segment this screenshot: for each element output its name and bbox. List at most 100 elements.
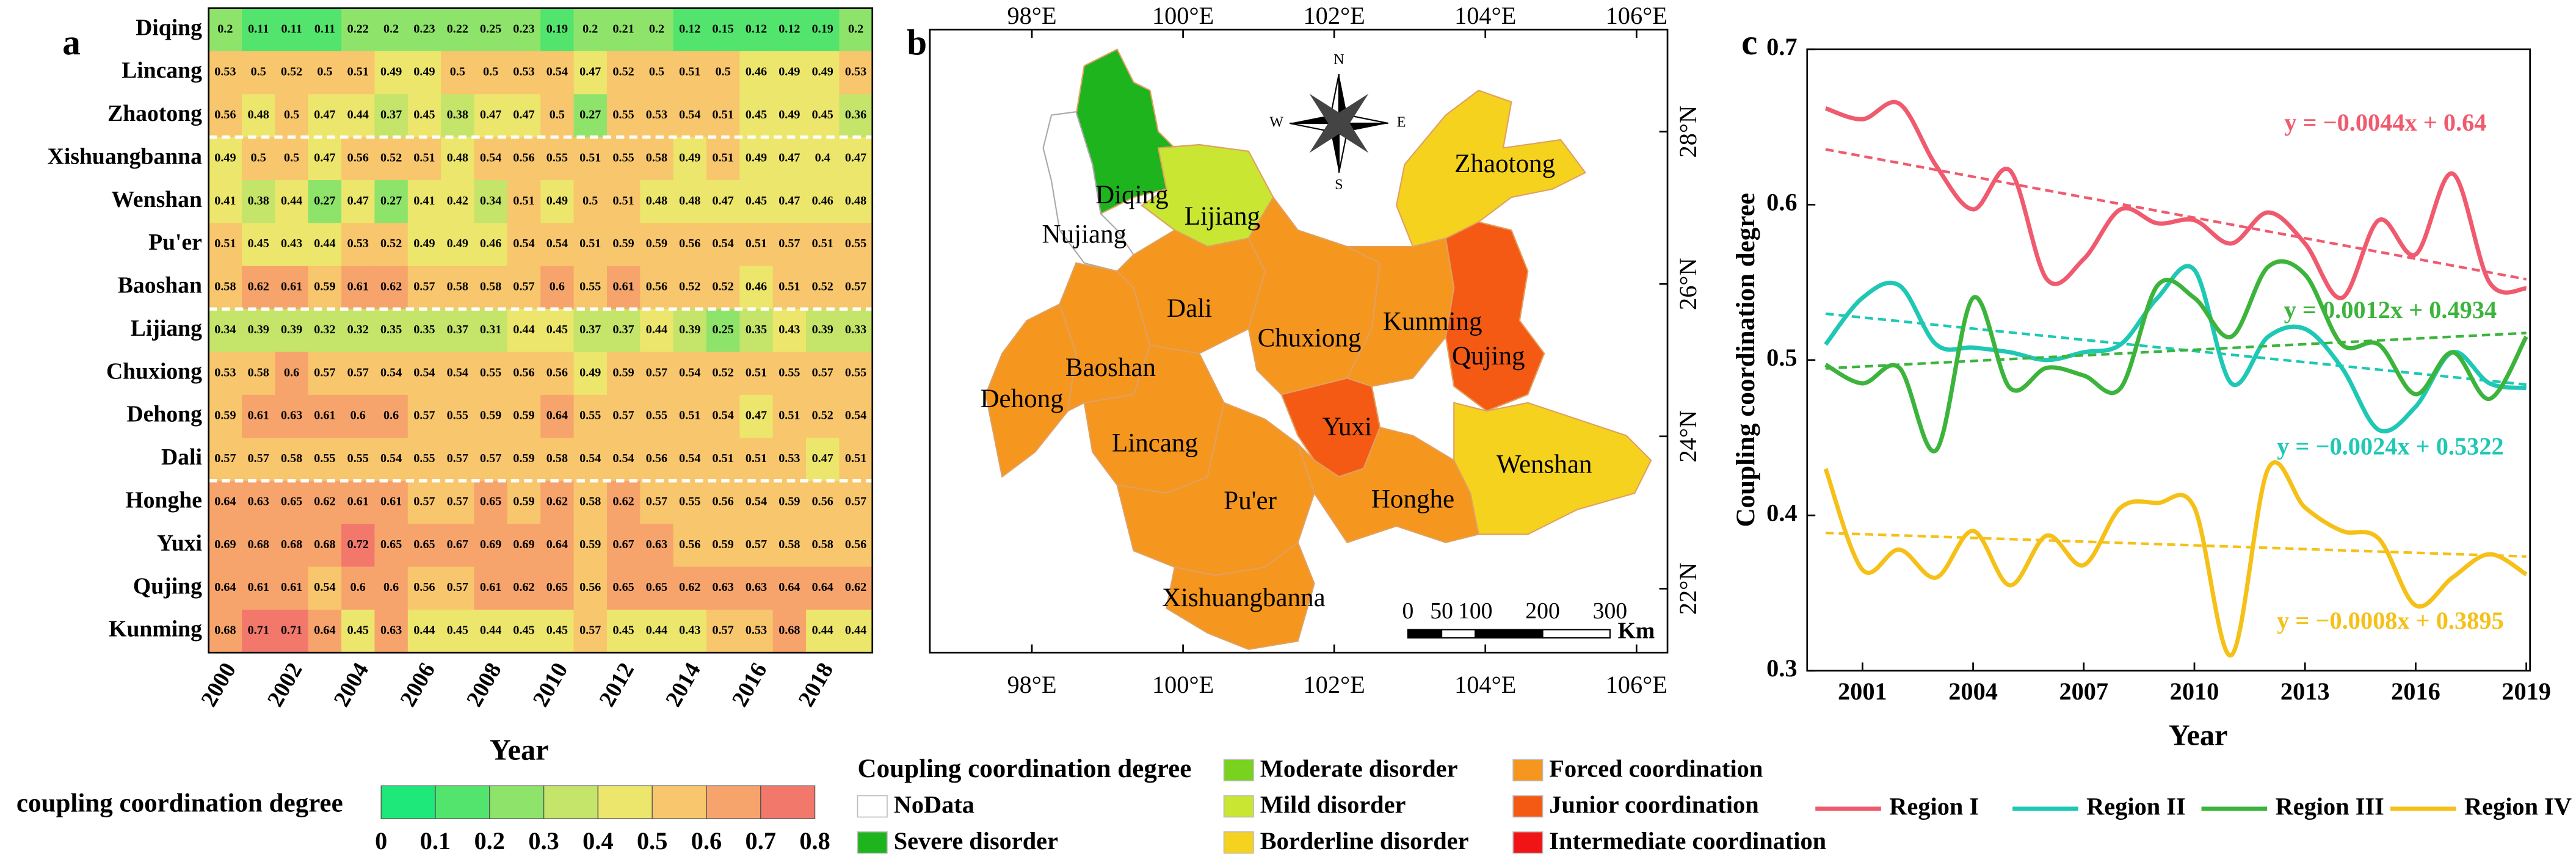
- heatmap-cell: [706, 179, 741, 224]
- cell-label: 0.2: [217, 22, 233, 35]
- cell-label: 0.6: [383, 580, 399, 594]
- cell-label: 0.58: [447, 280, 468, 294]
- cell-label: 0.63: [380, 624, 402, 637]
- heatmap-cell: [640, 309, 674, 353]
- cell-label: 0.51: [812, 237, 833, 250]
- scale-segment: [1441, 629, 1476, 639]
- row-label: Qujing: [133, 573, 202, 599]
- x-tick-label: 2016: [727, 659, 772, 711]
- cell-label: 0.53: [845, 65, 866, 79]
- heatmap-cell: [606, 266, 641, 309]
- heatmap-cell: [606, 566, 641, 610]
- region-label: Wenshan: [1497, 450, 1592, 479]
- heatmap-cell: [673, 394, 707, 439]
- heatmap-cell: [374, 438, 408, 482]
- x-axis-title: Year: [2169, 719, 2228, 751]
- cell-label: 0.64: [778, 580, 800, 594]
- cell-label: 0.55: [845, 237, 866, 250]
- heatmap-cell: [739, 51, 774, 95]
- heatmap-cell: [507, 394, 542, 439]
- region: [1453, 402, 1652, 535]
- heatmap-cell: [374, 309, 408, 353]
- cell-label: 0.65: [646, 580, 667, 594]
- x-tick-label: 106°E: [1606, 2, 1667, 29]
- cell-label: 0.51: [746, 366, 767, 379]
- heatmap-cell: [772, 179, 807, 224]
- scale-label: 100: [1458, 598, 1492, 624]
- cell-label: 0.45: [612, 624, 634, 637]
- heatmap-cell: [772, 266, 807, 309]
- cell-label: 0.55: [778, 366, 800, 379]
- heatmap-cell: [242, 480, 276, 524]
- heatmap-cell: [242, 179, 276, 224]
- heatmap-cell: [474, 94, 508, 138]
- trend-line: [1825, 312, 2527, 386]
- cell-label: 0.38: [248, 194, 269, 208]
- heatmap-cell: [341, 438, 376, 482]
- cell-label: 0.36: [845, 108, 866, 121]
- cell-label: 0.37: [447, 323, 468, 336]
- x-tick-label: 98°E: [1007, 2, 1056, 29]
- colorbar-swatch: [597, 785, 653, 819]
- cell-label: 0.62: [845, 580, 866, 594]
- cell-label: 0.59: [513, 494, 534, 508]
- cell-label: 0.22: [347, 22, 369, 35]
- heatmap-cell: [706, 266, 741, 309]
- heatmap-cell: [308, 137, 342, 181]
- heatmap-cell: [606, 51, 641, 95]
- heatmap-cell: [308, 566, 342, 610]
- heatmap-cell: [275, 438, 309, 482]
- cell-label: 0.68: [248, 538, 269, 551]
- cell-label: 0.51: [713, 151, 734, 164]
- heatmap-cell: [242, 352, 276, 396]
- heatmap-cell: [640, 524, 674, 568]
- heatmap-cell: [739, 137, 774, 181]
- heatmap-cell: [275, 266, 309, 309]
- x-tick-label: 2004: [328, 658, 374, 711]
- cell-label: 0.12: [679, 22, 700, 35]
- cell-label: 0.57: [646, 366, 667, 379]
- heatmap-cell: [474, 223, 508, 267]
- heatmap-cell: [242, 137, 276, 181]
- heatmap-cell: [308, 352, 342, 396]
- cell-label: 0.58: [778, 538, 800, 551]
- cell-label: 0.19: [546, 22, 568, 35]
- cell-label: 0.44: [845, 624, 866, 637]
- heatmap-cell: [806, 438, 840, 482]
- colorbar-swatch: [760, 785, 816, 819]
- cell-label: 0.62: [248, 280, 269, 294]
- cell-label: 0.55: [579, 280, 601, 294]
- legend-swatch: [1512, 759, 1544, 782]
- cell-label: 0.23: [513, 22, 534, 35]
- cell-label: 0.48: [248, 108, 269, 121]
- cell-label: 0.47: [347, 194, 369, 208]
- heatmap-cell: [374, 352, 408, 396]
- x-tick-label: 2000: [196, 659, 241, 711]
- y-tick-label: 0.7: [1766, 33, 1797, 60]
- heatmap-cell: [540, 8, 575, 52]
- cell-label: 0.2: [848, 22, 863, 35]
- heatmap-cell: [308, 524, 342, 568]
- cell-label: 0.34: [480, 194, 501, 208]
- heatmap-cell: [772, 394, 807, 439]
- heatmap-cell: [806, 266, 840, 309]
- cell-label: 0.54: [447, 366, 468, 379]
- y-tick-label: 0.4: [1766, 499, 1797, 527]
- cell-label: 0.47: [778, 194, 800, 208]
- heatmap-cell: [540, 223, 575, 267]
- heatmap-cell: [208, 524, 242, 568]
- region-label: Nujiang: [1042, 220, 1127, 249]
- heatmap-cell: [540, 609, 575, 654]
- cell-label: 0.57: [746, 538, 767, 551]
- cell-label: 0.47: [845, 151, 866, 164]
- cell-label: 0.58: [579, 494, 601, 508]
- heatmap-cell: [407, 137, 441, 181]
- legend-label: Region II: [2086, 792, 2186, 820]
- cell-label: 0.54: [845, 409, 866, 422]
- cell-label: 0.43: [778, 323, 800, 336]
- heatmap-cell: [507, 566, 542, 610]
- heatmap-cell: [839, 266, 873, 309]
- heatmap-cell: [208, 566, 242, 610]
- cell-label: 0.31: [480, 323, 501, 336]
